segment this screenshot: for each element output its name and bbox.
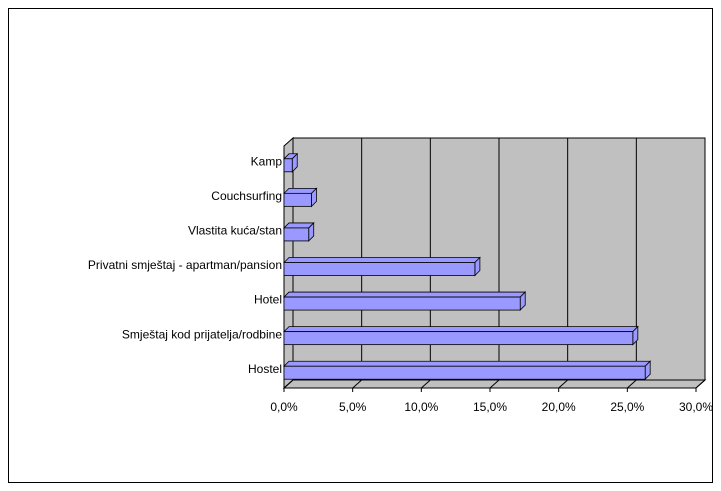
bar-top bbox=[283, 360, 652, 367]
floor-grid-line bbox=[489, 379, 500, 389]
bar bbox=[283, 296, 521, 311]
bar bbox=[283, 365, 646, 380]
y-tick-label: Hostel bbox=[248, 362, 282, 376]
floor-grid-line bbox=[558, 379, 568, 389]
floor-grid-line bbox=[352, 379, 362, 389]
floor-grid-line bbox=[695, 379, 706, 389]
y-tick-label: Smještaj kod prijatelja/rodbine bbox=[122, 327, 282, 341]
x-tick-label: 30,0% bbox=[679, 400, 713, 414]
y-tick-label: Privatni smještaj - apartman/pansion bbox=[88, 258, 282, 272]
x-tick-label: 0,0% bbox=[270, 400, 298, 414]
bar bbox=[283, 227, 310, 242]
floor-grid-line bbox=[627, 379, 637, 389]
bar bbox=[283, 331, 634, 346]
y-tick-label: Kamp bbox=[251, 154, 283, 168]
y-tick-label: Couchsurfing bbox=[211, 189, 282, 203]
x-tick-label: 25,0% bbox=[610, 400, 644, 414]
bar bbox=[283, 158, 293, 173]
x-tick-label: 10,0% bbox=[404, 400, 438, 414]
x-tick-label: 15,0% bbox=[473, 400, 507, 414]
y-tick-label: Vlastita kuća/stan bbox=[188, 224, 282, 238]
x-tick-label: 5,0% bbox=[339, 400, 367, 414]
bar-top bbox=[283, 187, 318, 194]
floor-grid-line bbox=[421, 379, 431, 389]
bar-top bbox=[283, 291, 527, 298]
bar-top bbox=[283, 326, 639, 333]
y-tick-label: Hotel bbox=[254, 293, 282, 307]
bar bbox=[283, 262, 476, 276]
floor-grid-line bbox=[283, 379, 294, 389]
bar bbox=[283, 192, 312, 207]
bar-top bbox=[283, 257, 481, 263]
x-tick-label: 20,0% bbox=[542, 400, 576, 414]
